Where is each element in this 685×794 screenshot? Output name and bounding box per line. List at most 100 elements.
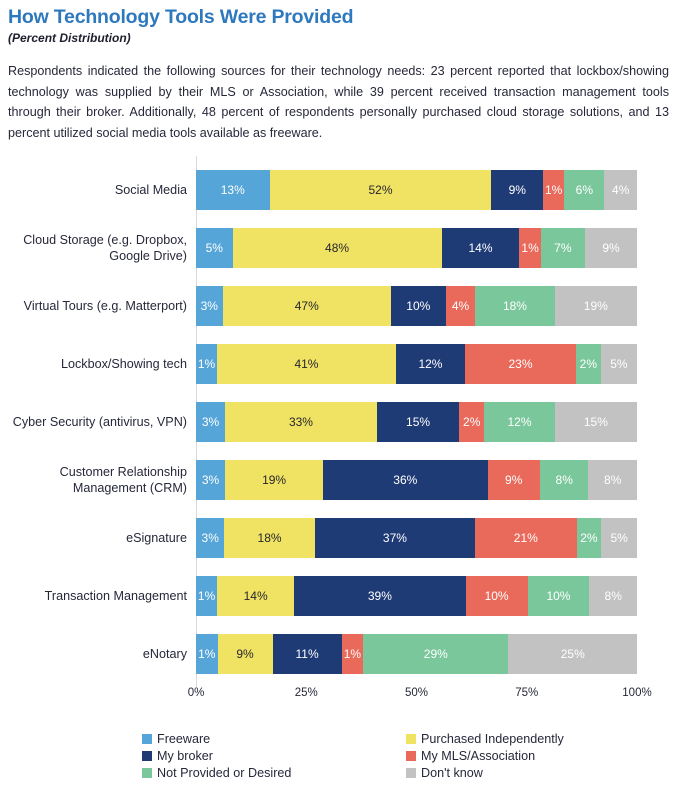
- chart-description: Respondents indicated the following sour…: [8, 64, 669, 140]
- segment-value-label: 7%: [554, 241, 572, 256]
- category-label: Customer Relationship Management (CRM): [59, 464, 187, 496]
- segment-value-label: 2%: [580, 531, 598, 546]
- legend-item-freeware: Freeware: [142, 732, 406, 746]
- bar-segment-my-mls-association: 2%: [459, 402, 485, 443]
- segment-value-label: 33%: [288, 415, 313, 430]
- legend-label: Don't know: [421, 766, 483, 781]
- chart-row: Customer Relationship Management (CRM) 3%…: [8, 460, 677, 501]
- bar-segment-don-t-know: 9%: [585, 228, 638, 269]
- x-tick-label: 50%: [404, 687, 429, 700]
- bar-segment-purchased-independently: 52%: [269, 170, 492, 211]
- segment-value-label: 1%: [521, 241, 539, 256]
- segment-value-label: 8%: [555, 473, 573, 488]
- bar-segment-not-provided-or-desired: 12%: [484, 402, 555, 443]
- chart-row: eNotary 1% 9% 11% 1% 29% 25%: [8, 634, 677, 675]
- bar-segment-not-provided-or-desired: 6%: [564, 170, 605, 211]
- segment-value-label: 1%: [197, 357, 216, 372]
- segment-value-label: 6%: [575, 183, 594, 198]
- bar-segment-freeware: 1%: [196, 344, 218, 385]
- category-label: Lockbox/Showing tech: [60, 356, 187, 371]
- legend-item-my-broker: My broker: [142, 749, 406, 763]
- segment-value-label: 14%: [468, 241, 493, 256]
- legend-item-don-t-know: Don't know: [406, 766, 677, 780]
- segment-value-label: 21%: [513, 531, 538, 546]
- segment-value-label: 15%: [583, 415, 608, 430]
- stacked-bar: 3% 33% 15% 2% 12% 15%: [196, 402, 637, 443]
- legend: Freeware Purchased Independently My broker…: [142, 732, 677, 780]
- segment-value-label: 48%: [325, 241, 350, 256]
- x-tick-label: 0%: [187, 687, 205, 700]
- segment-value-label: 23%: [508, 357, 533, 372]
- stacked-bar: 1% 41% 12% 23% 2% 5%: [196, 344, 637, 385]
- stacked-bar: 5% 48% 14% 1% 7% 9%: [196, 228, 638, 269]
- bar-segment-not-provided-or-desired: 18%: [475, 286, 555, 327]
- page-title: How Technology Tools Were Provided: [8, 6, 354, 28]
- legend-swatch-icon: [142, 768, 152, 779]
- bar-segment-don-t-know: 15%: [554, 402, 637, 443]
- segment-value-label: 11%: [295, 647, 319, 662]
- chart-row: Cyber Security (antivirus, VPN) 3% 33% 15% 2…: [8, 402, 677, 443]
- segment-value-label: 37%: [382, 531, 407, 546]
- bar-segment-my-broker: 11%: [272, 634, 342, 675]
- bar-segment-purchased-independently: 47%: [222, 286, 391, 327]
- bar-segment-purchased-independently: 33%: [224, 402, 377, 443]
- segment-value-label: 1%: [198, 647, 216, 662]
- bar-segment-my-mls-association: 1%: [519, 228, 541, 269]
- chart-row: eSignature 3% 18% 37% 21% 2% 5%: [8, 518, 677, 559]
- segment-value-label: 9%: [508, 183, 526, 198]
- bar-segment-my-broker: 10%: [390, 286, 446, 327]
- segment-value-label: 3%: [200, 299, 218, 314]
- segment-value-label: 18%: [502, 299, 527, 314]
- category-label: eNotary: [142, 646, 187, 661]
- category-label: Transaction Management: [44, 588, 187, 603]
- stacked-bar: 1% 14% 39% 10% 10% 8%: [196, 576, 637, 617]
- bar-segment-freeware: 1%: [196, 634, 218, 675]
- segment-value-label: 12%: [507, 415, 532, 430]
- segment-value-label: 10%: [406, 299, 431, 314]
- bar-segment-not-provided-or-desired: 10%: [527, 576, 590, 617]
- bar-segment-freeware: 3%: [196, 402, 225, 443]
- segment-value-label: 25%: [560, 647, 585, 662]
- segment-value-label: 8%: [604, 473, 622, 488]
- bar-segment-purchased-independently: 41%: [217, 344, 396, 385]
- chart-row: Transaction Management 1% 14% 39% 10% 10% 8%: [8, 576, 677, 617]
- bar-segment-purchased-independently: 14%: [217, 576, 295, 617]
- bar-segment-my-broker: 39%: [294, 576, 466, 617]
- bar-segment-don-t-know: 5%: [600, 344, 637, 385]
- bar-segment-purchased-independently: 18%: [224, 518, 315, 559]
- bar-segment-my-mls-association: 10%: [465, 576, 528, 617]
- segment-value-label: 5%: [205, 241, 223, 256]
- bar-segment-my-broker: 36%: [323, 460, 488, 501]
- bar-segment-freeware: 3%: [196, 286, 223, 327]
- x-axis: 0% 25% 50% 75% 100%: [188, 687, 652, 702]
- bar-segment-freeware: 3%: [196, 518, 225, 559]
- bar-segment-my-mls-association: 1%: [543, 170, 565, 211]
- bar-segment-my-broker: 12%: [395, 344, 466, 385]
- segment-value-label: 10%: [546, 589, 571, 604]
- bar-segment-don-t-know: 5%: [601, 518, 637, 559]
- segment-value-label: 12%: [418, 357, 443, 372]
- segment-value-label: 5%: [610, 357, 628, 372]
- bar-segment-purchased-independently: 48%: [232, 228, 442, 269]
- bar-segment-don-t-know: 25%: [508, 634, 638, 675]
- segment-value-label: 41%: [294, 357, 319, 372]
- bar-segment-freeware: 3%: [196, 460, 226, 501]
- bar-segment-don-t-know: 19%: [554, 286, 638, 327]
- segment-value-label: 4%: [451, 299, 470, 314]
- stacked-bar: 3% 18% 37% 21% 2% 5%: [196, 518, 637, 559]
- segment-value-label: 2%: [463, 415, 481, 430]
- bar-segment-not-provided-or-desired: 2%: [575, 344, 601, 385]
- bar-segment-not-provided-or-desired: 29%: [363, 634, 509, 675]
- segment-value-label: 2%: [579, 357, 598, 372]
- segment-value-label: 10%: [484, 589, 509, 604]
- chart-row: Cloud Storage (e.g. Dropbox, Google Driv…: [8, 228, 677, 269]
- category-label: Cyber Security (antivirus, VPN): [12, 414, 187, 429]
- segment-value-label: 1%: [545, 183, 563, 198]
- segment-value-label: 3%: [201, 473, 220, 488]
- bar-segment-my-broker: 14%: [441, 228, 520, 269]
- segment-value-label: 19%: [583, 299, 608, 314]
- legend-label: Freeware: [157, 732, 211, 747]
- stacked-bar: 13% 52% 9% 1% 6% 4%: [196, 170, 637, 211]
- bar-segment-my-mls-association: 1%: [341, 634, 364, 675]
- stacked-bar: 3% 47% 10% 4% 18% 19%: [196, 286, 638, 327]
